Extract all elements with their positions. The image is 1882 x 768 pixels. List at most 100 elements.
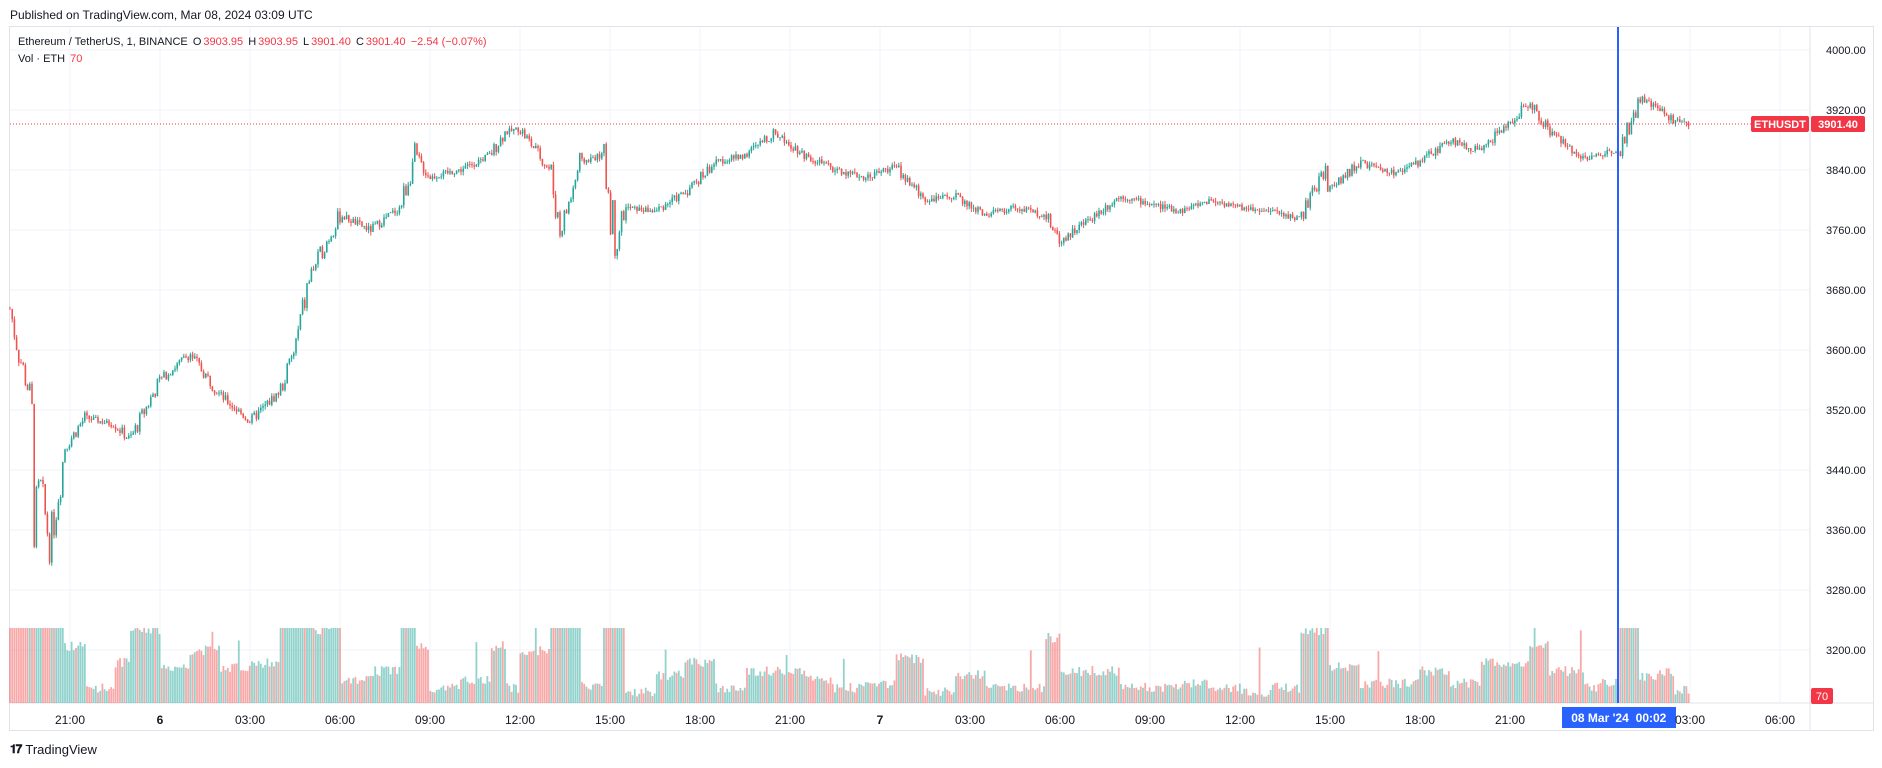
volume-bar — [1249, 695, 1252, 703]
volume-bar — [878, 683, 880, 703]
candle-body — [587, 160, 590, 162]
candle-body — [1518, 116, 1520, 119]
candle-body — [26, 384, 29, 391]
volume-bar — [1401, 679, 1404, 703]
volume-bar — [486, 676, 489, 703]
candle-body — [836, 168, 838, 171]
volume-bar — [501, 641, 504, 703]
candle-body — [702, 172, 704, 178]
volume-bar — [312, 628, 315, 703]
volume-bar — [213, 649, 216, 703]
candle-body — [40, 479, 42, 481]
volume-bar — [156, 628, 159, 703]
candle-body — [1577, 154, 1580, 157]
volume-bar — [341, 683, 344, 703]
volume-bar — [15, 628, 18, 703]
candle-body — [229, 403, 231, 406]
volume-bar — [1256, 694, 1259, 703]
chart-legend: Ethereum / TetherUS, 1, BINANCE O 3903.95… — [18, 34, 489, 68]
candle-body — [950, 198, 953, 200]
volume-bar — [585, 686, 588, 703]
candle-body — [1003, 209, 1006, 213]
volume-bar — [559, 628, 561, 703]
candle-body — [1267, 210, 1270, 212]
candle-body — [737, 154, 739, 159]
volume-bar — [303, 628, 306, 703]
volume-bar — [550, 628, 553, 703]
volume-bar — [609, 628, 612, 703]
volume-bar — [829, 677, 832, 703]
candle-body — [1428, 151, 1430, 155]
candle-body — [394, 210, 396, 214]
volume-bar — [627, 691, 630, 703]
volume-bar — [605, 628, 608, 703]
volume-bar — [189, 654, 192, 703]
volume-bar — [1381, 685, 1384, 703]
candle-body — [121, 427, 123, 433]
candle-body — [634, 206, 636, 208]
candle-body — [1514, 120, 1516, 124]
volume-bar — [1111, 666, 1114, 703]
volume-bar — [367, 676, 370, 703]
candle-body — [132, 432, 134, 435]
volume-bar — [660, 679, 663, 703]
volume-bar — [532, 650, 535, 703]
candle-body — [829, 163, 832, 168]
candle-body — [345, 215, 348, 220]
candle-body — [1100, 210, 1102, 214]
volume-bar — [748, 674, 751, 703]
candle-body — [1338, 177, 1340, 185]
candle-body — [341, 217, 343, 223]
candle-body — [862, 176, 865, 180]
volume-bar — [42, 628, 44, 703]
volume-bar — [1227, 688, 1230, 703]
grid-lines — [10, 27, 1874, 731]
candle-body — [1417, 160, 1419, 167]
volume-bar — [83, 643, 86, 703]
candle-body — [1001, 209, 1003, 210]
volume-bar — [244, 670, 247, 703]
candle-body — [1019, 209, 1021, 212]
volume-bar — [97, 692, 99, 703]
y-tick-label: 3440.00 — [1826, 465, 1866, 477]
candle-body — [145, 406, 148, 415]
candle-body — [1283, 212, 1285, 217]
volume-bar — [589, 689, 592, 703]
volume-bar — [1285, 683, 1287, 703]
candle-body — [1652, 103, 1655, 107]
candle-body — [1170, 205, 1173, 212]
candle-body — [785, 142, 788, 143]
candle-body — [658, 206, 660, 211]
candle-body — [513, 129, 515, 131]
tradingview-footer[interactable]: 𝟏𝟕 TradingView — [10, 742, 97, 757]
volume-bar — [1423, 670, 1426, 703]
volume-bar — [328, 628, 330, 703]
candle-body — [869, 174, 871, 178]
volume-bar — [924, 695, 927, 703]
volume-bar — [345, 680, 348, 703]
candle-body — [1212, 200, 1215, 202]
volume-bar — [330, 628, 333, 703]
volume-bar — [215, 650, 218, 703]
candle-body — [1041, 216, 1043, 218]
candle-body — [794, 146, 797, 151]
candle-body — [1639, 98, 1641, 103]
volume-bar — [1304, 628, 1307, 703]
candle-body — [1527, 107, 1529, 108]
candle-body — [717, 159, 720, 161]
chart-frame[interactable] — [9, 26, 1874, 731]
volume-bar — [1601, 678, 1604, 703]
volume-bar — [297, 628, 300, 703]
candle-body — [873, 172, 876, 179]
volume-bar — [1122, 689, 1125, 703]
candle-body — [994, 209, 997, 211]
x-tick-label: 06:00 — [325, 713, 355, 727]
volume-bar — [768, 674, 770, 703]
candle-body — [301, 299, 304, 315]
candle-body — [1448, 141, 1450, 144]
candle-body — [205, 373, 207, 378]
candle-body — [1078, 224, 1080, 231]
legend-low: 3901.40 — [311, 36, 351, 48]
volume-bar — [1362, 688, 1364, 703]
